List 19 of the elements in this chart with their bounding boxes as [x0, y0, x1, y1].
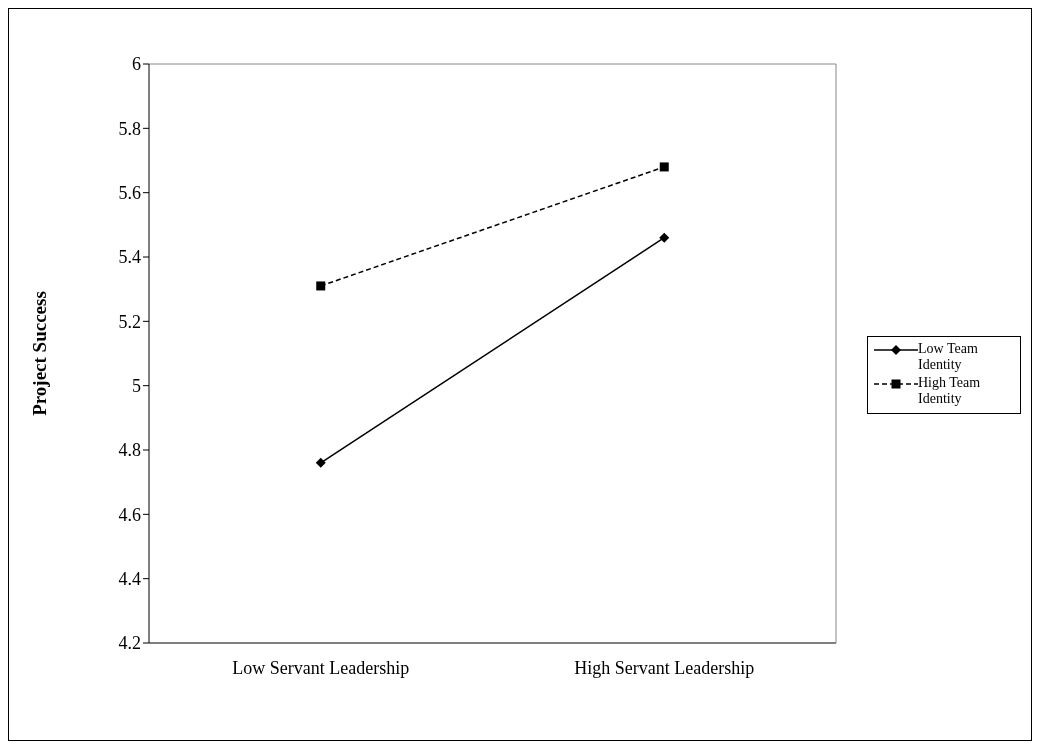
y-tick-label: 5.8 [118, 118, 141, 139]
y-tick-label: 5 [132, 376, 141, 397]
point [659, 232, 670, 243]
x-tick-label: High Servant Leadership [574, 657, 755, 678]
y-tick-label: 4.6 [118, 504, 141, 525]
y-tick-label: 4.2 [118, 633, 141, 654]
y-tick-label: 5.6 [118, 183, 141, 204]
point [316, 281, 326, 291]
y-tick-label: 5.2 [118, 311, 141, 332]
y-tick-label: 4.4 [118, 569, 141, 590]
legend-label: Low Team Identity [918, 340, 979, 373]
y-axis-title: Project Success [28, 291, 50, 416]
point [315, 457, 326, 468]
y-tick-label: 6 [132, 54, 141, 75]
y-tick-label: 4.8 [118, 440, 141, 461]
x-tick-label: Low Servant Leadership [232, 657, 410, 678]
y-tick-label: 5.4 [118, 247, 141, 268]
point [659, 162, 669, 172]
legend-label: High Team Identity [918, 374, 982, 407]
